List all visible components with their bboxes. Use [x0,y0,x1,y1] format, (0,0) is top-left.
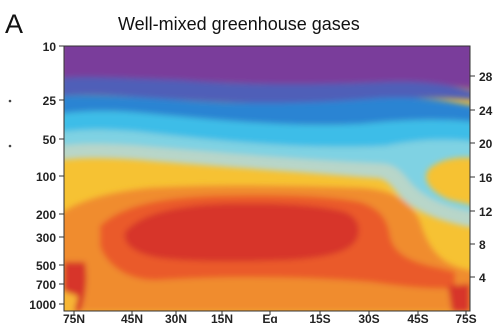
band-pale [64,144,470,228]
band-lightblue [64,129,470,212]
y-right-tick-label: 24 [479,104,493,118]
band-purple [64,46,470,89]
margin-dot [8,99,12,103]
band-indigo [64,77,470,104]
plot-area [64,46,470,311]
x-tick-label: 30S [358,312,379,323]
y-tick-label: 500 [36,259,56,273]
y-tick-label: 100 [36,170,56,184]
band-blue [64,95,470,125]
y-tick-label: 10 [43,40,57,54]
x-tick-label: Eq [262,312,277,323]
y-tick-label: 300 [36,231,56,245]
y-right-tick-label: 12 [479,205,493,219]
margin-dot [8,144,12,148]
panel-letter: A [5,9,23,39]
y-axis-right: 28 24 20 16 12 8 4 [470,70,493,285]
y-tick-label: 700 [36,278,56,292]
y-right-tick-label: 4 [479,271,486,285]
y-right-tick-label: 8 [479,238,486,252]
chart-title: Well-mixed greenhouse gases [118,14,360,34]
y-axis-left: 10 25 50 100 200 300 500 700 1000 [29,40,64,312]
x-axis: 75N 45N 30N 15N Eq 15S 30S 45S 75S [63,311,477,323]
x-tick-label: 30N [165,312,187,323]
y-right-tick-label: 16 [479,171,493,185]
band-cyan [64,111,470,147]
x-tick-label: 15S [309,312,330,323]
y-tick-label: 25 [43,94,57,108]
y-right-tick-label: 20 [479,137,493,151]
plot-frame [63,45,471,312]
x-tick-label: 75N [63,312,85,323]
band-red [124,203,359,262]
band-yellow-corner [64,291,78,311]
y-tick-label: 1000 [29,298,56,312]
y-right-tick-label: 28 [479,70,493,84]
x-tick-label: 45N [121,312,143,323]
x-tick-label: 15N [211,312,233,323]
y-tick-label: 200 [36,208,56,222]
y-tick-label: 50 [43,133,57,147]
x-tick-label: 45S [407,312,428,323]
band-red-lower-right [448,284,470,311]
x-tick-label: 75S [455,312,476,323]
